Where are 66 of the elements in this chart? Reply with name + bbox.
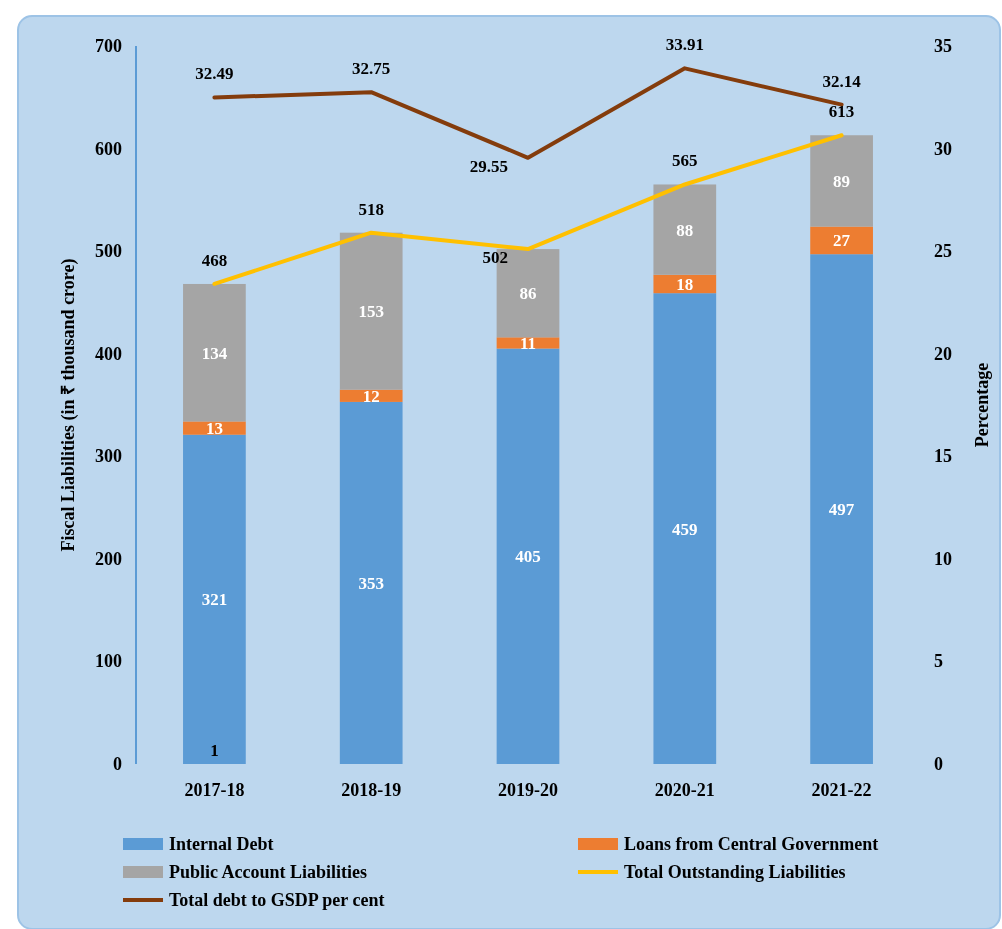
data-label: 497 <box>828 500 855 520</box>
data-label: 613 <box>828 102 855 122</box>
data-label: 32.75 <box>352 59 391 79</box>
x-tick-label: 2019-20 <box>498 780 558 800</box>
y2-tick-label: 5 <box>934 651 943 672</box>
y2-tick-label: 15 <box>934 446 952 467</box>
bar <box>496 348 560 764</box>
data-label: 12 <box>362 386 380 406</box>
data-label: 459 <box>672 519 698 539</box>
y-tick-label: 0 <box>113 754 122 774</box>
y-tick-label: 200 <box>95 548 122 569</box>
bar <box>496 337 560 349</box>
data-label: 468 <box>201 250 228 270</box>
data-label: 18 <box>676 274 694 294</box>
legend-label: Public Account Liabilities <box>169 862 368 882</box>
data-label: 89 <box>833 171 851 191</box>
bar <box>810 135 873 227</box>
x-tick-label: 2021-22 <box>811 780 872 800</box>
data-label: 88 <box>676 220 694 240</box>
y-tick-label: 100 <box>95 651 122 672</box>
legend-label: Loans from Central Government <box>624 834 879 854</box>
y-tick-label: 700 <box>95 36 122 56</box>
data-label: 353 <box>358 573 384 593</box>
bar <box>183 283 246 422</box>
bar <box>653 184 717 275</box>
y2-tick-label: 35 <box>934 36 952 56</box>
data-label: 29.55 <box>469 156 508 176</box>
y2-tick-label: 20 <box>934 343 952 364</box>
data-label: 321 <box>201 590 228 610</box>
y2-tick-label: 0 <box>934 754 943 774</box>
data-label: 405 <box>515 547 541 567</box>
y-tick-label: 500 <box>95 241 122 262</box>
legend-label: Total debt to GSDP per cent <box>169 890 385 910</box>
bar <box>183 434 246 764</box>
y2-tick-label: 10 <box>934 548 952 569</box>
data-label: 518 <box>358 199 384 219</box>
data-label: 33.91 <box>665 35 704 55</box>
bar <box>183 421 246 435</box>
data-label: 27 <box>833 231 851 251</box>
data-label: 32.14 <box>822 71 862 91</box>
data-label: 11 <box>519 333 537 353</box>
y2-tick-label: 25 <box>934 241 952 262</box>
data-label: 153 <box>358 302 384 322</box>
legend-label: Internal Debt <box>169 834 274 854</box>
x-tick-label: 2017-18 <box>184 780 245 800</box>
y2-axis-title: Percentage <box>972 362 992 448</box>
x-tick-label: 2018-19 <box>341 780 402 800</box>
bar <box>339 232 403 390</box>
data-label: 565 <box>672 151 698 171</box>
y-axis-title: Fiscal Liabilities (in ₹ thousand crore) <box>58 258 79 552</box>
y-tick-label: 300 <box>95 446 122 467</box>
y-tick-label: 600 <box>95 138 122 159</box>
data-label: 86 <box>519 284 537 304</box>
bar <box>810 254 873 764</box>
data-label: 13 <box>205 419 223 439</box>
y-tick-label: 400 <box>95 343 122 364</box>
data-label: 134 <box>201 343 228 363</box>
x-tick-label: 2020-21 <box>654 780 715 800</box>
bar <box>339 401 403 764</box>
y2-tick-label: 30 <box>934 138 952 159</box>
bar <box>810 226 873 255</box>
data-label: 32.49 <box>195 64 234 84</box>
data-label: 502 <box>482 248 508 268</box>
legend-label: Total Outstanding Liabilities <box>624 862 846 882</box>
bar <box>653 293 717 764</box>
annotation: 1 <box>210 741 219 760</box>
